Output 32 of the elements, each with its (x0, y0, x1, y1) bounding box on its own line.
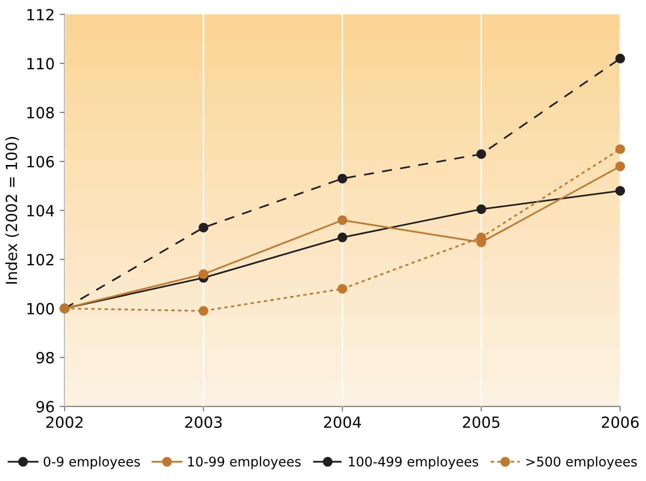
x-tick-label: 2006 (602, 416, 639, 428)
y-tick-label: 104 (27, 204, 54, 216)
x-tick-label: 2002 (46, 416, 83, 428)
point (615, 161, 626, 172)
point (338, 215, 348, 226)
y-tick-label: 100 (27, 302, 54, 314)
point (198, 222, 208, 232)
y-tick-label: 110 (27, 58, 54, 70)
point (615, 54, 626, 64)
y-tick-label: 108 (27, 106, 54, 118)
x-tick-label: 2004 (324, 416, 361, 428)
y-axis-title: Index (2002 = 100) (5, 137, 19, 284)
point (198, 306, 208, 316)
legend-label: 100-499 employees (348, 456, 478, 470)
x-tick-label: 2003 (185, 416, 222, 428)
point (338, 232, 348, 242)
y-tick-label: 102 (27, 254, 54, 266)
point (476, 204, 486, 214)
y-tick-label: 98 (36, 352, 54, 364)
point (338, 284, 348, 294)
point (338, 174, 348, 184)
y-tick-label: 96 (36, 400, 54, 412)
legend-label: 10-99 employees (188, 456, 301, 470)
point (198, 269, 208, 279)
point (476, 149, 486, 159)
legend-label: >500 employees (526, 456, 637, 470)
y-tick-label: 112 (27, 8, 54, 20)
x-tick-label: 2005 (462, 416, 500, 428)
point (615, 144, 626, 154)
legend-label: 0-9 employees (44, 456, 140, 470)
point (615, 186, 626, 196)
y-tick-label: 106 (27, 156, 54, 168)
